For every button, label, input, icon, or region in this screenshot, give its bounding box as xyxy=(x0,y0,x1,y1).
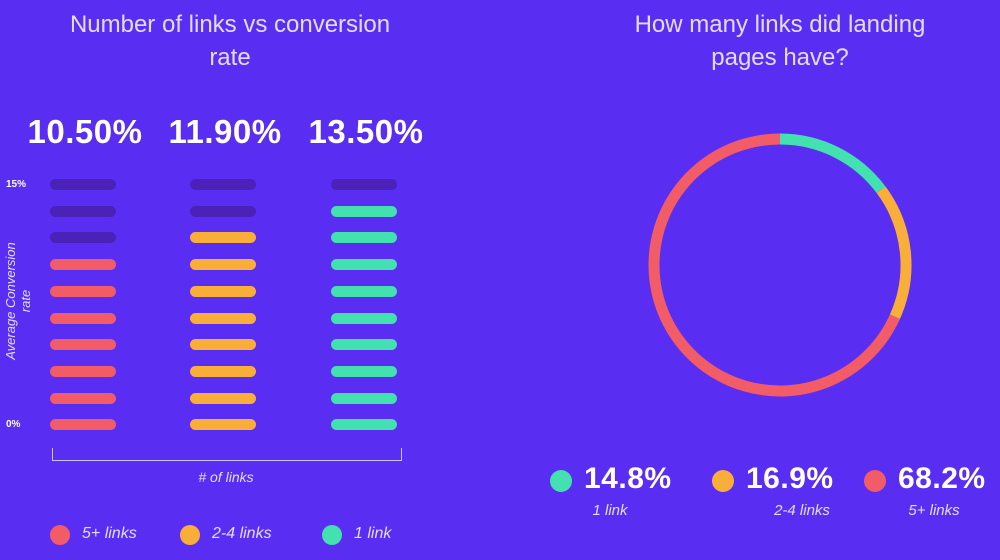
donut-slice-5-links xyxy=(648,133,900,397)
bar-segment-1-1 xyxy=(50,419,116,431)
bar-segment-1-7 xyxy=(50,259,116,271)
pie-dot-5plus-icon xyxy=(864,470,886,492)
value-label-1-link: 13.50% xyxy=(308,113,424,150)
donut-slice-1-link xyxy=(779,133,886,194)
chart-title-links-distribution: How many links did landing pages have? xyxy=(634,11,926,71)
x-axis-label: # of links xyxy=(198,469,254,485)
pie-label-5plus-links: 5+ links xyxy=(908,502,960,519)
pie-label-2-4-links: 2-4 links xyxy=(774,502,830,519)
legend-label-2-4: 2-4 links xyxy=(212,525,272,542)
pie-legend-1-link: 14.8% 1 link xyxy=(550,462,710,532)
donut-slice-2-4-links xyxy=(876,186,912,319)
bar-segment-3-8 xyxy=(331,232,397,244)
donut-chart xyxy=(648,133,912,397)
value-label-5plus-links: 10.50% xyxy=(27,113,143,150)
bar-segment-1-6 xyxy=(50,285,116,297)
bar-segment-3-4 xyxy=(331,339,397,351)
bar-segment-3-10 xyxy=(331,179,397,190)
bar-segment-1-5 xyxy=(50,312,116,324)
bar-segment-2-7 xyxy=(190,259,256,271)
y-axis-label: Average Conversion rate xyxy=(3,242,33,360)
bar-segment-3-3 xyxy=(331,365,397,377)
x-axis-bracket xyxy=(52,448,402,461)
bar-segment-2-9 xyxy=(190,205,256,217)
bar-segment-2-1 xyxy=(190,419,256,431)
value-label-2-4-links: 11.90% xyxy=(168,113,282,150)
legend-dot-1-link-icon xyxy=(322,525,342,545)
pie-dot-1-link-icon xyxy=(550,470,572,492)
bar-segment-3-9 xyxy=(331,205,397,217)
legend-label-5plus: 5+ links xyxy=(82,525,137,542)
bar-segment-2-3 xyxy=(190,365,256,377)
chart-title-conversion: Number of links vs conversion rate xyxy=(69,11,391,71)
bar-segment-3-6 xyxy=(331,285,397,297)
bar-segment-2-10 xyxy=(190,179,256,190)
bar-segment-2-6 xyxy=(190,285,256,297)
bar-segment-2-8 xyxy=(190,232,256,244)
bar-segment-1-9 xyxy=(50,205,116,217)
bar-segment-3-7 xyxy=(331,259,397,271)
pie-value-2-4-links: 16.9% xyxy=(746,462,834,495)
pie-legend-5plus-links: 68.2% 5+ links xyxy=(864,462,1000,532)
bar-segment-2-2 xyxy=(190,392,256,404)
pie-value-1-link: 14.8% xyxy=(584,462,672,495)
bar-segment-1-10 xyxy=(50,179,116,190)
pie-label-1-link: 1 link xyxy=(592,502,628,519)
legend-dot-2-4-icon xyxy=(180,525,200,545)
pie-dot-2-4-icon xyxy=(712,470,734,492)
pie-value-5plus-links: 68.2% xyxy=(898,462,986,495)
bar-segment-2-4 xyxy=(190,339,256,351)
pie-legend-2-4-links: 16.9% 2-4 links xyxy=(712,462,872,532)
legend-dot-5plus-icon xyxy=(50,525,70,545)
bar-segment-2-5 xyxy=(190,312,256,324)
bar-segment-3-2 xyxy=(331,392,397,404)
bar-segment-1-2 xyxy=(50,392,116,404)
legend-label-1-link: 1 link xyxy=(354,525,392,542)
bar-segment-1-4 xyxy=(50,339,116,351)
bar-segment-3-1 xyxy=(331,419,397,431)
bar-segment-1-8 xyxy=(50,232,116,244)
bar-segment-1-3 xyxy=(50,365,116,377)
bar-segment-3-5 xyxy=(331,312,397,324)
y-tick-top: 15% xyxy=(6,179,27,190)
y-tick-bottom: 0% xyxy=(6,419,21,430)
